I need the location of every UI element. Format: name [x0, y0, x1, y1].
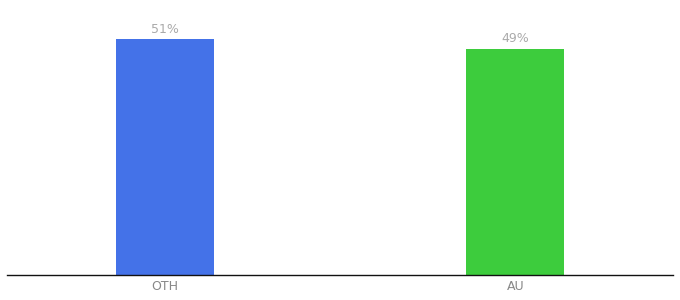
Text: 49%: 49% — [501, 32, 529, 45]
Bar — [466, 49, 564, 275]
Bar — [116, 39, 214, 275]
Text: 51%: 51% — [151, 22, 179, 36]
